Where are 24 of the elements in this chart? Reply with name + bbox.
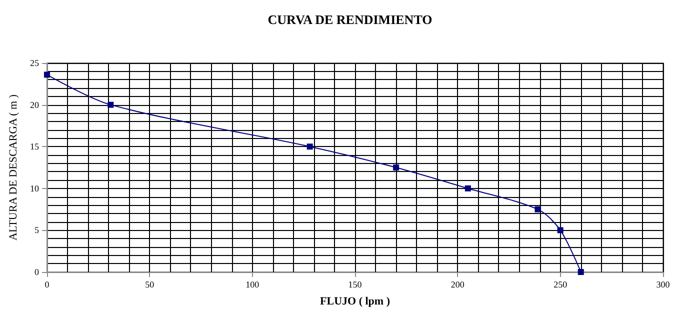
- y-tick-label: 10: [30, 183, 40, 194]
- x-tick-label: 200: [450, 280, 465, 290]
- x-tick-label: 250: [554, 280, 568, 290]
- y-tick-label: 0: [34, 267, 40, 277]
- point: [393, 164, 400, 170]
- point: [44, 72, 50, 78]
- x-tick-label: 0: [44, 280, 50, 290]
- y-tick-label: 25: [30, 58, 40, 68]
- x-axis-title: FLUJO ( lpm ): [320, 296, 390, 308]
- x-tick-label: 100: [246, 280, 260, 290]
- chart-title: CURVA DE RENDIMIENTO: [268, 12, 432, 27]
- y-tick-label: 20: [30, 100, 40, 110]
- x-tick-label: 50: [145, 280, 155, 290]
- y-axis-title: ALTURA DE DESCARGA ( m ): [8, 94, 20, 240]
- point: [306, 144, 313, 150]
- point: [464, 185, 471, 192]
- point: [578, 269, 584, 275]
- y-tick-label: 5: [34, 225, 40, 236]
- point: [557, 227, 564, 234]
- x-tick-label: 300: [656, 280, 670, 290]
- x-tick-label: 150: [348, 280, 362, 290]
- point: [108, 102, 114, 108]
- y-tick-label: 15: [30, 142, 40, 152]
- point: [534, 206, 541, 212]
